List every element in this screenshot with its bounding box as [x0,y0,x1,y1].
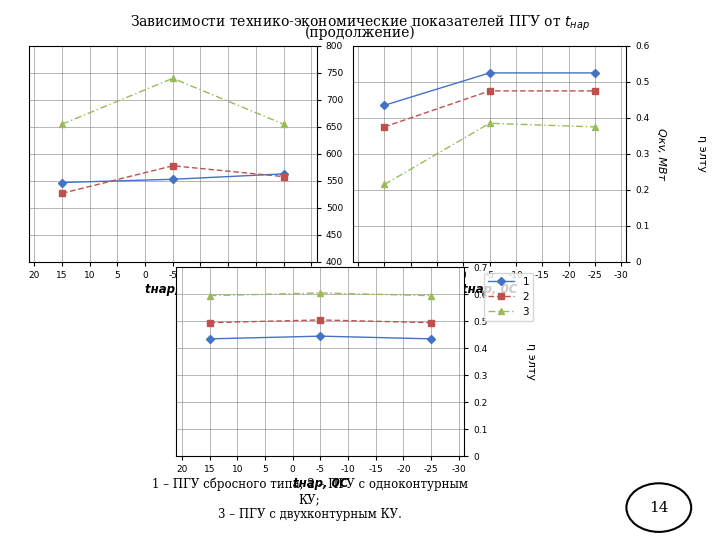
Text: η элту: η элту [697,136,707,172]
X-axis label: tнар, 0С: tнар, 0С [462,283,517,296]
X-axis label: tнар, 0С: tнар, 0С [293,477,348,490]
X-axis label: tнар, 0С: tнар, 0С [145,283,200,296]
Text: 14: 14 [649,501,669,515]
Text: (продолжение): (продолжение) [305,26,415,40]
Text: Зависимости технико-экономические показателей ПГУ от $t_{нар}$: Зависимости технико-экономические показа… [130,14,590,33]
Text: 1 – ПГУ сбросного типа; 2 – ПГУ с одноконтурным
КУ;
3 – ПГУ с двухконтурным КУ.: 1 – ПГУ сбросного типа; 2 – ПГУ с одноко… [152,478,467,522]
Y-axis label: η элту: η элту [526,343,536,380]
Y-axis label: Qкv, МВт: Qкv, МВт [657,128,667,180]
Legend: 1, 2, 3: 1, 2, 3 [484,273,534,321]
